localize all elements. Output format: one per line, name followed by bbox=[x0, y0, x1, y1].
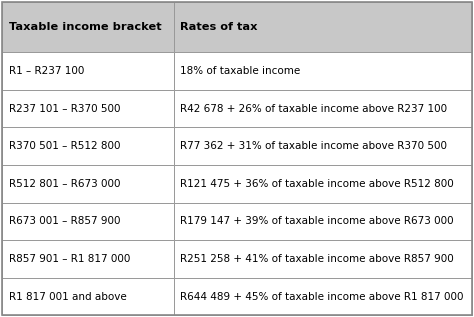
Bar bbox=[173, 203, 472, 240]
Bar bbox=[173, 165, 472, 203]
Bar bbox=[173, 90, 472, 127]
Bar bbox=[2, 165, 173, 203]
Text: R179 147 + 39% of taxable income above R673 000: R179 147 + 39% of taxable income above R… bbox=[180, 217, 454, 226]
Text: 18% of taxable income: 18% of taxable income bbox=[180, 66, 300, 76]
Bar bbox=[2, 52, 173, 90]
Text: R237 101 – R370 500: R237 101 – R370 500 bbox=[9, 104, 120, 114]
Text: R857 901 – R1 817 000: R857 901 – R1 817 000 bbox=[9, 254, 130, 264]
Bar bbox=[2, 90, 173, 127]
Text: R370 501 – R512 800: R370 501 – R512 800 bbox=[9, 141, 120, 151]
Bar bbox=[2, 203, 173, 240]
Bar bbox=[2, 240, 173, 278]
Bar bbox=[173, 127, 472, 165]
Text: R1 – R237 100: R1 – R237 100 bbox=[9, 66, 84, 76]
Bar bbox=[173, 2, 472, 52]
Bar bbox=[173, 240, 472, 278]
Text: R42 678 + 26% of taxable income above R237 100: R42 678 + 26% of taxable income above R2… bbox=[180, 104, 447, 114]
Text: Rates of tax: Rates of tax bbox=[180, 22, 257, 32]
Bar bbox=[173, 278, 472, 315]
Text: R251 258 + 41% of taxable income above R857 900: R251 258 + 41% of taxable income above R… bbox=[180, 254, 454, 264]
Bar bbox=[173, 52, 472, 90]
Bar bbox=[2, 278, 173, 315]
Text: R673 001 – R857 900: R673 001 – R857 900 bbox=[9, 217, 120, 226]
Bar bbox=[2, 2, 173, 52]
Text: Taxable income bracket: Taxable income bracket bbox=[9, 22, 161, 32]
Text: R1 817 001 and above: R1 817 001 and above bbox=[9, 292, 126, 301]
Bar bbox=[2, 127, 173, 165]
Text: R512 801 – R673 000: R512 801 – R673 000 bbox=[9, 179, 120, 189]
Text: R121 475 + 36% of taxable income above R512 800: R121 475 + 36% of taxable income above R… bbox=[180, 179, 454, 189]
Text: R644 489 + 45% of taxable income above R1 817 000: R644 489 + 45% of taxable income above R… bbox=[180, 292, 463, 301]
Text: R77 362 + 31% of taxable income above R370 500: R77 362 + 31% of taxable income above R3… bbox=[180, 141, 447, 151]
